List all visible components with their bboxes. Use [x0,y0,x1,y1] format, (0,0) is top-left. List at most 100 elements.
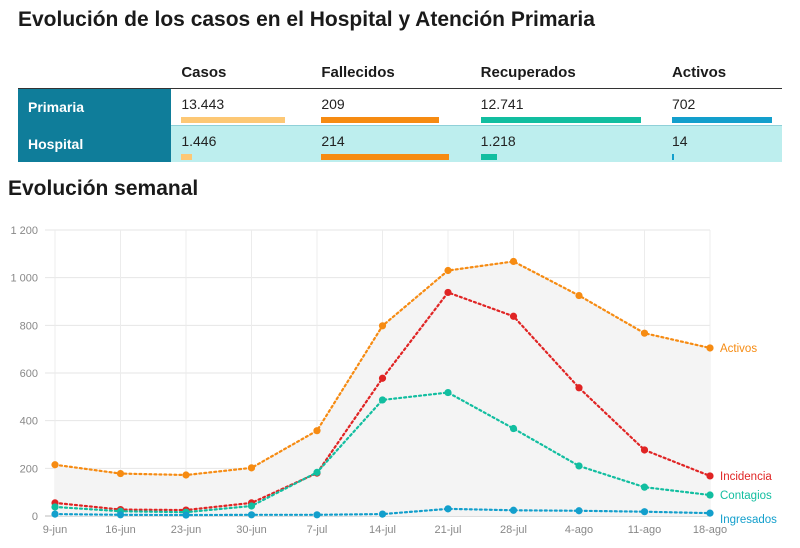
data-point [313,427,321,435]
data-point [51,510,59,518]
column-header-casos: Casos [171,58,312,89]
data-point [182,511,190,519]
cell-primaria-fallecidos: 209 [311,88,471,126]
data-point [313,468,321,476]
series-line-contagios [53,391,712,514]
x-tick-label: 4-ago [565,524,593,536]
value-bar [321,116,439,123]
data-point [444,288,452,297]
data-point [706,509,714,517]
y-tick-label: 200 [20,463,38,475]
data-point [509,257,518,266]
table-row-hospital: Hospital 1.446 214 1.218 14 [18,125,782,162]
column-header-activos: Activos [661,58,782,89]
bar-track [181,153,301,160]
data-point [116,469,125,478]
data-point [313,511,321,519]
data-point [444,388,452,397]
cell-hospital-recuperados: 1.218 [470,125,662,162]
cell-value: 12.741 [480,95,524,112]
chart-title: Evolución semanal [8,177,199,200]
value-bar [181,116,285,123]
data-point [509,312,518,320]
row-label-primaria: Primaria [18,88,172,125]
data-point [706,491,714,499]
data-point [509,506,518,514]
x-tick-label: 18-ago [693,524,727,536]
bar-track [181,116,301,123]
data-point [378,374,387,382]
bar-track [321,153,450,160]
data-point [182,471,190,479]
bar-track [671,153,772,160]
value-bar [480,153,497,160]
y-tick-label: 0 [32,511,38,523]
cell-hospital-fallecidos: 214 [311,125,471,162]
table-row-primaria: Primaria 13.443 209 12.741 702 [18,88,782,126]
x-tick-label: 9-jun [43,524,67,536]
cell-value: 14 [671,132,688,149]
value-bar [321,153,450,160]
y-tick-label: 600 [20,368,38,380]
row-label-hospital: Hospital [18,125,172,162]
data-point [116,511,125,519]
weekly-evolution-chart: 0 200 400 600 800 1 000 1 200 9-jun 16-jun 23-jun… [10,225,777,536]
cell-primaria-recuperados: 12.741 [470,88,662,126]
table-header-row: Casos Fallecidos Recuperados Activos [18,58,782,89]
data-point [640,508,649,516]
summary-table: Casos Fallecidos Recuperados Activos Pri… [18,58,782,162]
cell-value: 1.446 [181,132,217,149]
series-area [55,261,710,516]
x-tick-label: 28-jul [500,524,527,536]
data-point [247,511,256,519]
data-point [509,424,518,433]
data-point [706,344,714,352]
x-tick-label: 23-jun [171,524,202,536]
series-label: Incidencia [720,471,772,483]
series-label: Activos [720,343,757,355]
cell-primaria-activos: 702 [661,88,782,126]
column-header-fallecidos: Fallecidos [311,58,471,89]
data-point [640,483,649,491]
cell-value: 702 [671,95,696,112]
data-point [640,329,649,337]
value-bar [181,153,193,160]
x-tick-label: 14-jul [369,524,396,536]
bar-track [321,116,441,123]
data-point [575,291,583,300]
series-label: Contagios [720,490,772,502]
bar-track [480,116,641,123]
data-point [247,502,256,510]
x-tick-label: 16-jun [105,524,136,536]
cell-hospital-casos: 1.446 [171,125,312,162]
y-tick-label: 1 200 [10,225,38,237]
data-point [444,266,452,275]
cell-value: 13.443 [181,95,225,112]
cell-hospital-activos: 14 [661,125,782,162]
data-point [444,505,452,513]
data-point [378,510,387,518]
data-point [575,384,583,392]
y-tick-label: 800 [20,320,38,332]
data-point [378,322,387,330]
value-bar [480,116,641,123]
data-point [378,396,387,404]
x-tick-label: 7-jul [307,524,328,536]
bar-track [671,116,772,123]
table-corner [18,58,172,89]
series-label: Ingresados [720,514,777,526]
x-tick-label: 30-jun [236,524,267,536]
data-point [706,472,714,480]
cell-primaria-casos: 13.443 [171,88,312,126]
column-header-recuperados: Recuperados [470,58,662,89]
page-title: Evolución de los casos en el Hospital y … [18,8,595,31]
cell-value: 209 [321,95,345,112]
value-bar [671,116,772,123]
data-point [247,464,256,472]
data-point [575,507,583,515]
y-tick-label: 1 000 [10,273,38,285]
x-tick-label: 21-jul [435,524,462,536]
data-point [51,503,59,511]
cell-value: 1.218 [480,132,516,149]
data-point [51,461,59,469]
